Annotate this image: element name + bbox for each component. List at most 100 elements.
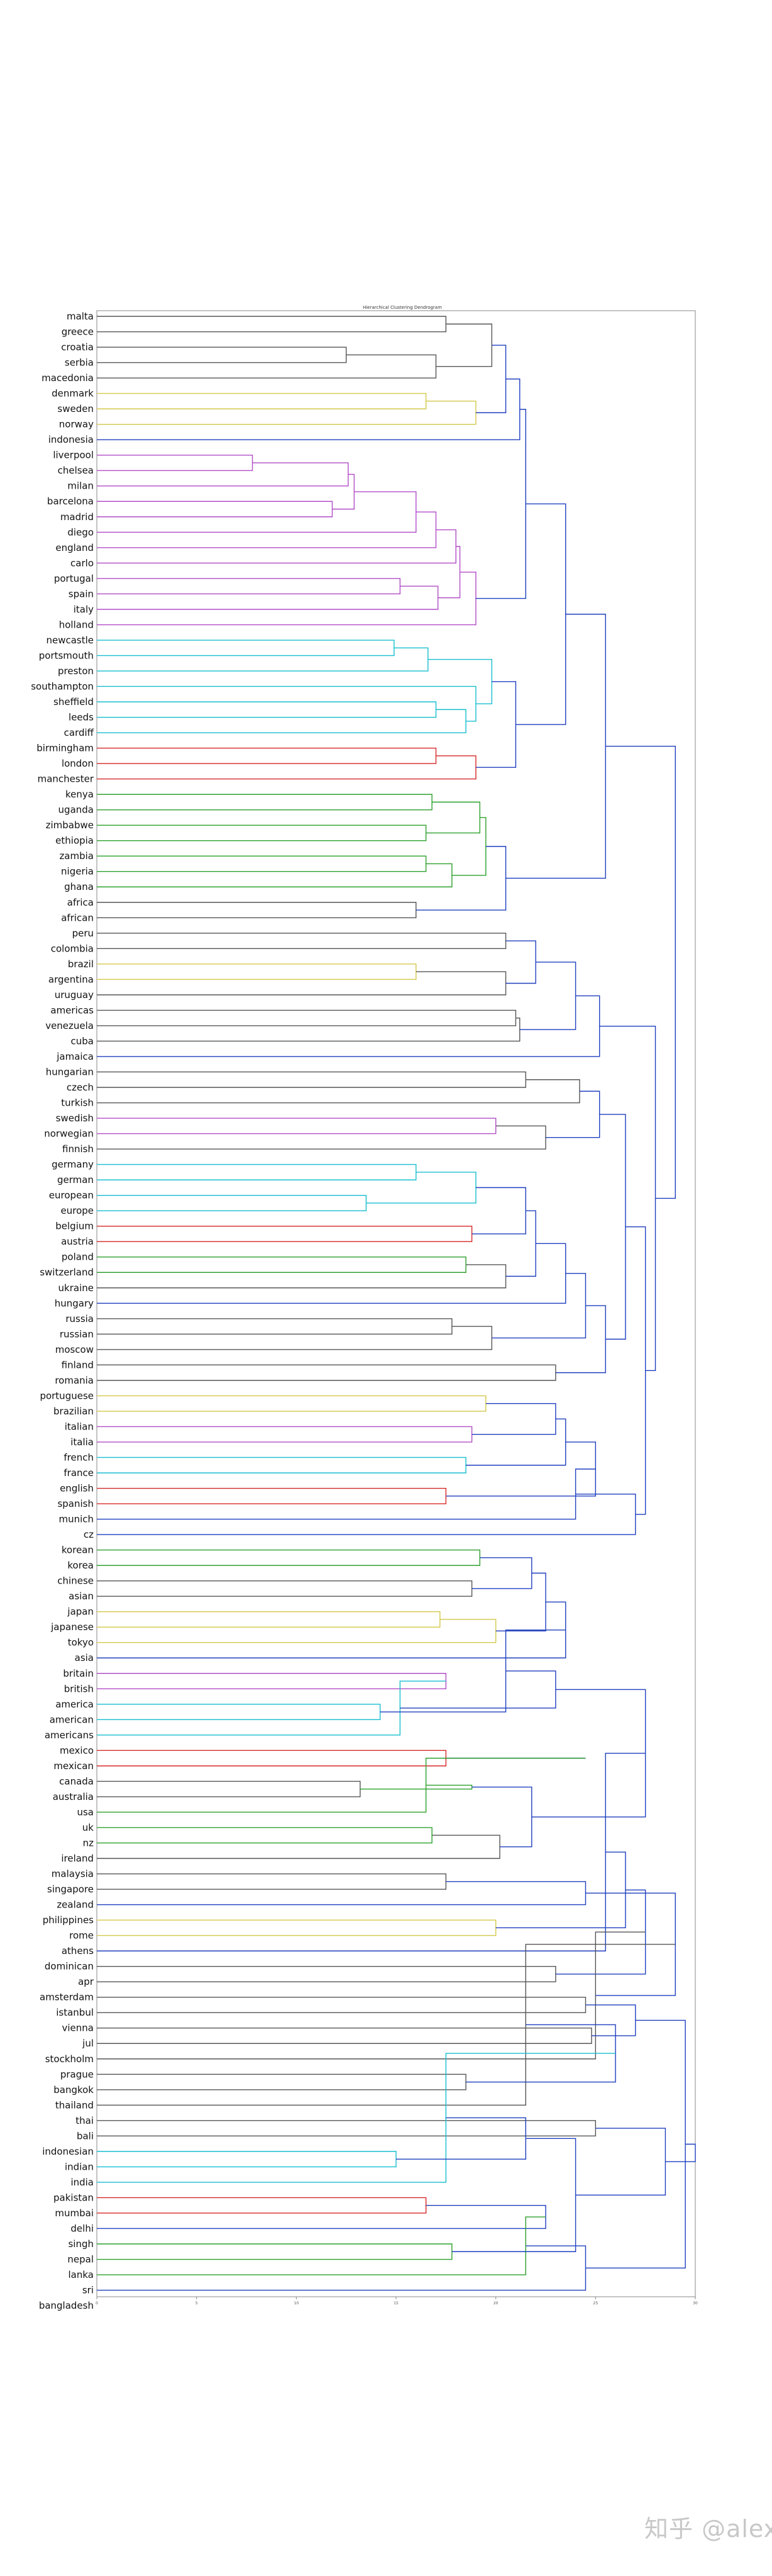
dendrogram-link: [97, 1426, 473, 1443]
leaf-label: hungary: [55, 1297, 94, 1309]
dendrogram-link: [97, 1619, 497, 1643]
dendrogram-link: [471, 1786, 532, 1848]
leaf-label: zealand: [57, 1899, 94, 1911]
dendrogram-link: [396, 2117, 526, 2160]
leaf-label: mexico: [60, 1745, 94, 1756]
leaf-label: american: [50, 1714, 94, 1725]
x-tick-label: 0: [96, 2301, 98, 2306]
leaf-label: rome: [69, 1930, 94, 1941]
dendrogram-link: [97, 755, 477, 780]
leaf-label: uruguay: [55, 989, 94, 1001]
dendrogram-link: [97, 2120, 597, 2137]
dendrogram-link: [97, 2216, 546, 2275]
leaf-label: turkish: [61, 1097, 94, 1109]
leaf-label: uganda: [58, 804, 94, 816]
dendrogram-link: [380, 1629, 566, 1713]
dendrogram-link: [97, 392, 427, 409]
dendrogram-link: [97, 995, 600, 1057]
leaf-label: greece: [62, 326, 94, 338]
x-tick-label: 5: [196, 2301, 198, 2306]
leaf-label: preston: [58, 665, 94, 677]
leaf-label: germany: [52, 1159, 94, 1170]
leaf-label: switzerland: [40, 1267, 94, 1278]
dendrogram-link: [505, 1210, 536, 1277]
dendrogram-link: [466, 1418, 566, 1466]
leaf-label: india: [70, 2177, 94, 2188]
leaf-label: moscow: [55, 1344, 94, 1355]
leaf-label: english: [60, 1483, 94, 1494]
dendrogram-link: [97, 1071, 526, 1088]
leaf-label: korea: [67, 1560, 94, 1571]
leaf-label: dominican: [45, 1961, 94, 1972]
leaf-label: hungarian: [46, 1066, 94, 1077]
leaf-label: london: [62, 758, 94, 769]
dendrogram-link: [427, 658, 493, 704]
leaf-label: americans: [45, 1729, 94, 1741]
leaf-label: russia: [65, 1313, 94, 1324]
leaf-label: zimbabwe: [46, 819, 94, 831]
dendrogram-link: [495, 1852, 626, 1929]
leaf-label: athens: [62, 1945, 94, 1957]
dendrogram-link: [97, 1118, 497, 1135]
leaf-label: lanka: [69, 2269, 94, 2280]
leaf-label: poland: [62, 1252, 94, 1263]
dendrogram-link: [426, 801, 480, 834]
dendrogram-link: [97, 747, 437, 764]
x-tick-label: 10: [294, 2301, 299, 2306]
leaf-label: usa: [77, 1806, 94, 1818]
dendrogram-link: [471, 1557, 532, 1589]
dendrogram-link: [585, 2019, 686, 2269]
dendrogram-link: [97, 1326, 493, 1350]
leaf-label: belgium: [55, 1221, 94, 1232]
dendrogram-link: [97, 1827, 433, 1844]
dendrogram-link: [555, 1889, 646, 1975]
dendrogram-link: [97, 1017, 521, 1042]
dendrogram-link: [471, 1187, 526, 1235]
leaf-label: brazil: [68, 958, 94, 970]
leaf-label: british: [64, 1683, 94, 1694]
leaf-label: britain: [63, 1668, 94, 1679]
leaf-label: kenya: [65, 789, 94, 800]
leaf-label: mumbai: [55, 2207, 94, 2219]
leaf-label: philippines: [43, 1914, 94, 1926]
leaf-label: canada: [59, 1775, 94, 1787]
dendrogram-link: [97, 1163, 417, 1180]
dendrogram-link: [451, 817, 487, 876]
leaf-label: cz: [84, 1529, 94, 1540]
dendrogram-link: [665, 2143, 696, 2162]
leaf-label: asian: [69, 1591, 94, 1602]
leaf-label: uk: [82, 1822, 94, 1833]
dendrogram-link: [97, 511, 437, 548]
leaf-label: barcelona: [47, 496, 94, 507]
dendrogram-link: [97, 2074, 466, 2090]
dendrogram-link: [516, 503, 566, 725]
dendrogram-link: [475, 681, 517, 768]
dendrogram-link: [585, 1892, 676, 1996]
dendrogram-link: [575, 2128, 666, 2196]
leaf-label: croatia: [61, 341, 94, 353]
dendrogram-link: [505, 940, 536, 984]
leaf-label: delhi: [70, 2223, 94, 2234]
dendrogram-link: [495, 1572, 546, 1632]
leaf-label: malta: [67, 311, 94, 322]
leaf-label: vienna: [62, 2023, 94, 2034]
leaf-label: nepal: [67, 2254, 94, 2265]
dendrogram-link: [97, 2197, 427, 2214]
leaf-label: thailand: [55, 2099, 94, 2111]
leaf-label: chinese: [57, 1575, 94, 1587]
leaf-label: amsterdam: [40, 1992, 94, 2003]
dendrogram-link: [97, 963, 417, 980]
dendrogram-link: [97, 1919, 497, 1936]
leaf-label: norway: [59, 419, 94, 430]
leaf-label: cardiff: [64, 727, 94, 738]
leaf-label: mexican: [53, 1760, 94, 1772]
dendrogram-link: [360, 1784, 473, 1790]
leaf-label: romania: [55, 1375, 94, 1386]
dendrogram-link: [97, 501, 333, 518]
leaf-labels: malta greece croatia serbia macedonia denmark…: [31, 311, 94, 2311]
dendrogram-link: [97, 1601, 566, 1658]
leaf-label: france: [63, 1467, 94, 1479]
dendrogram-link: [97, 1753, 646, 1951]
leaf-label: liverpool: [53, 450, 94, 461]
